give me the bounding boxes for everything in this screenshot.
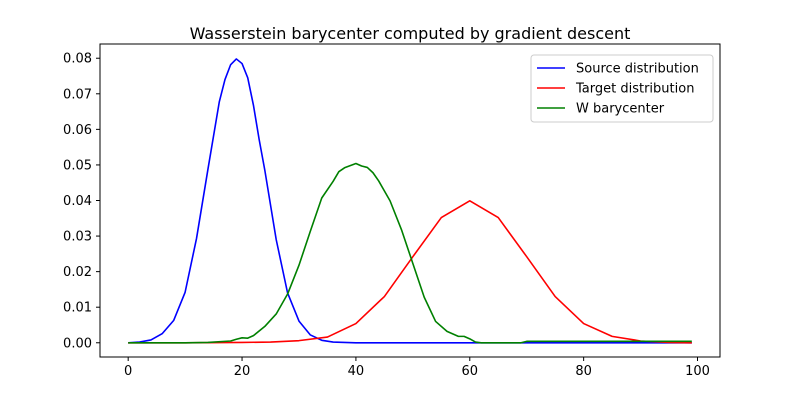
x-tick-label: 60 (462, 364, 479, 379)
series-line-3 (128, 162, 692, 344)
series-layer (128, 58, 692, 344)
plot-area: 0 20 40 60 80 100 0.000.010.020.030.040.050.0… (63, 43, 721, 379)
legend-label: Target distribution (575, 82, 694, 97)
y-tick-label: 0.06 (63, 123, 92, 138)
x-tick-label: 40 (348, 364, 365, 379)
series-line-2 (128, 200, 692, 344)
y-tick-label: 0.00 (63, 336, 92, 351)
y-tick-label: 0.08 (63, 52, 92, 67)
legend-items: Source distribution Target distribution W … (537, 62, 699, 117)
legend-label: W barycenter (576, 102, 665, 117)
y-tick-label: 0.02 (63, 265, 92, 280)
chart-title: Wasserstein barycenter computed by gradi… (190, 24, 631, 43)
series-line-1 (128, 58, 692, 344)
y-tick-label: 0.05 (63, 158, 92, 173)
y-tick-label: 0.07 (63, 87, 92, 102)
legend-frame (530, 54, 714, 123)
x-axis: 0 20 40 60 80 100 (124, 357, 710, 379)
y-tick-label: 0.04 (63, 194, 92, 209)
x-tick-label: 0 (124, 364, 132, 379)
y-tick-label: 0.03 (63, 230, 92, 245)
y-axis: 0.00 0.01 0.02 0.03 0.04 0.05 0.06 0.07 0.08 (63, 52, 100, 351)
y-tick-label: 0.01 (63, 301, 92, 316)
legend-label: Source distribution (576, 62, 699, 77)
x-tick-label: 20 (234, 364, 251, 379)
x-tick-label: 100 (685, 364, 710, 379)
legend: Source distribution Target distribution W … (530, 54, 714, 123)
x-tick-label: 80 (575, 364, 592, 379)
